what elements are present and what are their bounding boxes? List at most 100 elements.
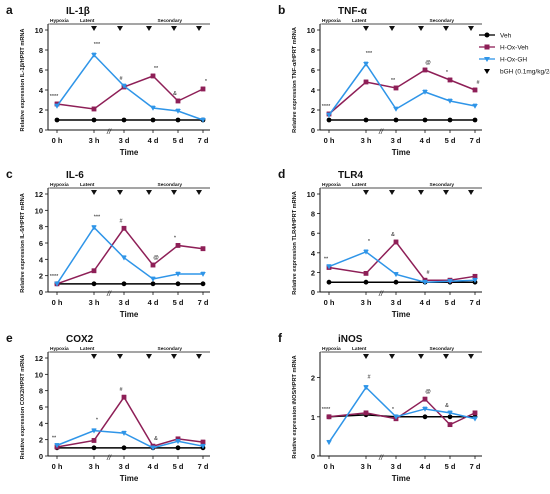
phase-hypoxia: Hypoxia xyxy=(50,346,69,352)
legend-marker-square xyxy=(484,44,490,50)
data-point-veh xyxy=(447,117,453,123)
y-tick-label: 2 xyxy=(39,106,43,115)
data-point-h-ox-gh xyxy=(393,107,399,112)
data-point-h-ox-gh xyxy=(363,62,369,67)
significance-mark: *** xyxy=(94,42,101,48)
y-tick-label: 2 xyxy=(311,268,315,277)
y-tick-label: 2 xyxy=(39,436,43,445)
y-tick-label: 10 xyxy=(35,370,43,379)
data-point-veh xyxy=(363,279,369,285)
significance-mark: ** xyxy=(391,78,396,84)
legend-marker-triangle xyxy=(484,57,490,62)
data-point-h-ox-gh xyxy=(200,444,206,449)
y-tick-label: 6 xyxy=(311,229,315,238)
y-tick-label: 4 xyxy=(311,86,316,95)
data-point-h-ox-veh xyxy=(200,246,206,252)
panel-letter: a xyxy=(6,3,13,17)
data-point-h-ox-veh xyxy=(150,73,156,79)
data-point-veh xyxy=(91,117,97,123)
significance-mark: # xyxy=(119,387,123,393)
panel-letter: f xyxy=(278,331,283,345)
x-tick-label: 5 d xyxy=(173,462,184,471)
series-line-h-ox-gh xyxy=(328,250,476,283)
y-tick-label: 6 xyxy=(39,239,43,248)
x-tick-label: 4 d xyxy=(420,298,431,307)
legend-item: bGH (0.1mg/kg/24h) xyxy=(484,69,550,76)
series-line-h-ox-veh xyxy=(56,227,204,285)
data-point-veh xyxy=(447,414,453,420)
data-point-veh xyxy=(121,117,127,123)
legend-marker-circle xyxy=(484,32,490,38)
x-tick-label: 5 d xyxy=(445,298,456,307)
bgh-dose-marker xyxy=(468,190,474,195)
x-tick-label: 3 d xyxy=(119,136,130,145)
data-point-h-ox-gh xyxy=(54,281,60,287)
phase-secondary: Secondary xyxy=(430,182,455,188)
data-point-h-ox-veh xyxy=(326,414,332,420)
data-point-h-ox-gh xyxy=(150,106,156,111)
bgh-dose-marker xyxy=(418,354,424,359)
y-tick-label: 10 xyxy=(35,206,43,215)
data-point-h-ox-gh xyxy=(175,272,181,277)
data-point-h-ox-gh xyxy=(54,104,60,109)
bgh-dose-marker xyxy=(468,26,474,31)
bgh-dose-marker xyxy=(389,26,395,31)
data-point-h-ox-gh xyxy=(472,278,478,284)
x-axis-title: Time xyxy=(392,148,411,157)
data-point-h-ox-gh xyxy=(326,264,332,270)
x-tick-label: 0 h xyxy=(52,298,63,307)
x-axis-title: Time xyxy=(392,310,411,319)
data-point-h-ox-gh xyxy=(91,53,97,58)
x-tick-label: 0 h xyxy=(324,298,335,307)
axis-break-mark: // xyxy=(106,455,112,462)
data-point-h-ox-gh xyxy=(54,443,60,449)
panel-letter: d xyxy=(278,167,285,181)
legend-item: Veh xyxy=(479,32,512,40)
x-tick-label: 0 h xyxy=(52,136,63,145)
data-point-h-ox-gh xyxy=(422,280,428,285)
data-point-veh xyxy=(150,117,156,123)
significance-mark: & xyxy=(173,91,177,97)
x-axis-title: Time xyxy=(392,474,411,483)
data-point-h-ox-gh xyxy=(422,90,428,95)
legend-label: H-Ox-Veh xyxy=(500,45,529,52)
data-point-h-ox-gh xyxy=(91,428,97,434)
bgh-dose-marker xyxy=(468,354,474,359)
y-tick-label: 2 xyxy=(311,106,315,115)
axis-break-mark: // xyxy=(378,455,384,462)
data-point-h-ox-gh xyxy=(472,416,478,422)
panel-letter: b xyxy=(278,3,285,17)
legend-marker-bgh xyxy=(484,69,490,74)
legend-item: H-Ox-Veh xyxy=(479,44,529,52)
data-point-veh xyxy=(422,414,428,420)
x-tick-label: 3 h xyxy=(89,298,100,307)
x-tick-label: 7 d xyxy=(470,136,481,145)
y-axis-label: Relative expression IL-1β/HPRT mRNA xyxy=(20,29,26,132)
data-point-h-ox-veh xyxy=(121,394,127,400)
data-point-veh xyxy=(393,279,399,285)
y-axis-label: Relative expression IL-6/HPRT mRNA xyxy=(20,193,26,292)
data-point-h-ox-veh xyxy=(363,410,369,416)
data-point-h-ox-gh xyxy=(393,414,399,420)
phase-latent: Latent xyxy=(352,182,367,188)
data-point-veh xyxy=(200,281,206,287)
data-point-veh xyxy=(91,445,97,451)
data-point-h-ox-veh xyxy=(393,85,399,91)
data-point-h-ox-veh xyxy=(447,77,453,83)
data-point-h-ox-gh xyxy=(326,113,332,118)
phase-secondary: Secondary xyxy=(430,346,455,352)
bgh-dose-marker xyxy=(117,354,123,359)
bgh-dose-marker xyxy=(146,354,152,359)
data-point-h-ox-gh xyxy=(200,118,206,123)
y-tick-label: 1 xyxy=(311,413,315,422)
phase-latent: Latent xyxy=(352,346,367,352)
legend-label: Veh xyxy=(500,33,512,40)
x-tick-label: 7 d xyxy=(470,462,481,471)
series-line-h-ox-gh xyxy=(328,386,476,443)
significance-mark: ** xyxy=(154,66,159,72)
data-point-veh xyxy=(175,117,181,123)
data-point-veh xyxy=(150,281,156,287)
panel-f: f iNOS Relative expression iNOS/HPRT mRNA 0… xyxy=(278,331,482,483)
x-tick-label: 0 h xyxy=(324,136,335,145)
bgh-dose-marker xyxy=(363,190,369,195)
